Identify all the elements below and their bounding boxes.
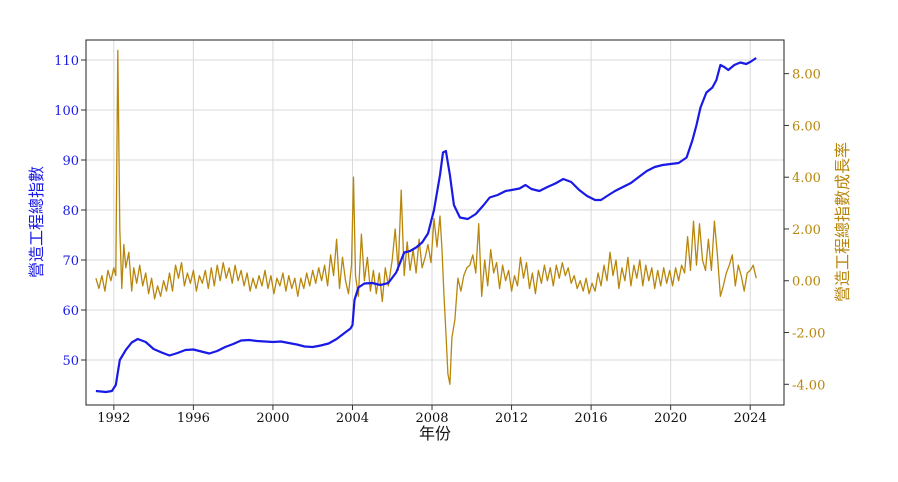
right-axis-label: 營造工程總指數成長率 xyxy=(833,142,852,302)
left-tick-label: 50 xyxy=(62,354,79,369)
right-tick-label: 6.00 xyxy=(792,119,821,134)
left-tick-label: 80 xyxy=(62,204,79,219)
x-tick-label: 1992 xyxy=(97,411,130,426)
right-tick-label: 4.00 xyxy=(792,171,821,186)
right-y-axis: -4.00 -2.00 0.00 2.00 4.00 6.00 8.00 xyxy=(784,68,825,393)
x-tick-label: 2012 xyxy=(495,411,528,426)
x-tick-label: 1996 xyxy=(177,411,210,426)
left-tick-label: 110 xyxy=(54,54,79,69)
right-tick-label: 2.00 xyxy=(792,223,821,238)
x-axis-label: 年份 xyxy=(419,424,451,443)
x-tick-label: 2024 xyxy=(734,411,767,426)
x-tick-label: 2004 xyxy=(336,411,369,426)
right-tick-label: -2.00 xyxy=(792,327,825,342)
x-axis: 1992 1996 2000 2004 2008 2012 2016 2020 2024 xyxy=(97,405,767,426)
left-y-axis: 50 60 70 80 90 100 110 xyxy=(54,54,86,369)
series-line-growth-rate xyxy=(95,49,757,385)
left-axis-label: 營造工程總指數 xyxy=(27,166,46,278)
right-tick-label: 8.00 xyxy=(792,68,821,83)
plot-frame xyxy=(85,39,785,406)
x-tick-label: 2016 xyxy=(575,411,608,426)
x-tick-label: 2008 xyxy=(415,411,448,426)
series-line-index xyxy=(95,57,757,394)
right-tick-label: 0.00 xyxy=(792,275,821,290)
left-tick-label: 100 xyxy=(54,104,79,119)
x-tick-label: 2000 xyxy=(256,411,289,426)
left-tick-label: 60 xyxy=(62,304,79,319)
series-layer xyxy=(95,49,757,394)
left-tick-label: 90 xyxy=(62,154,79,169)
x-tick-label: 2020 xyxy=(654,411,687,426)
left-tick-label: 70 xyxy=(62,254,79,269)
right-tick-label: -4.00 xyxy=(792,378,825,393)
